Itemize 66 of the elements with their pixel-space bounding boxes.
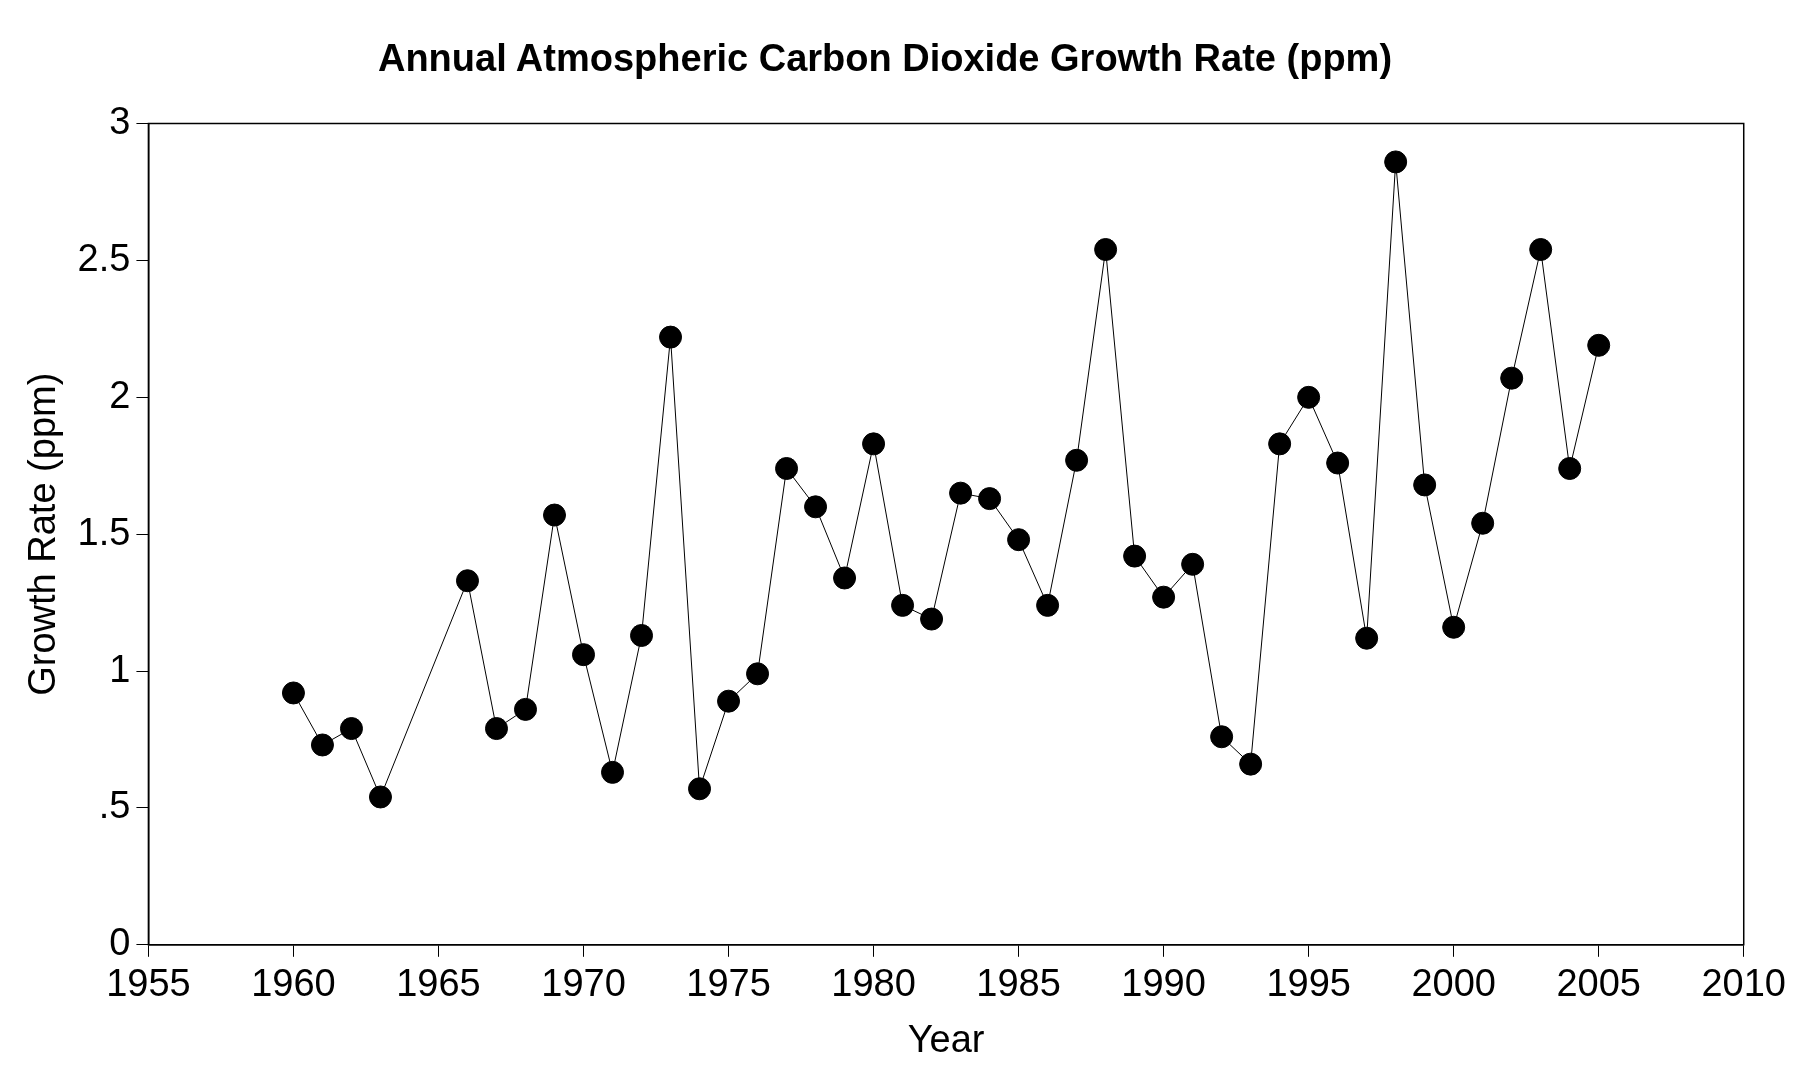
x-tick-label: 1975: [686, 962, 771, 1005]
x-tick-label: 2005: [1556, 962, 1641, 1005]
point: [514, 697, 537, 721]
point: [455, 569, 479, 593]
point: [1181, 552, 1205, 576]
x-axis-title: Year: [907, 1017, 985, 1060]
x-tick-label: 1980: [831, 962, 916, 1005]
point: [978, 487, 1002, 511]
point: [688, 777, 712, 801]
y-tick-label: .5: [98, 784, 131, 827]
point: [717, 689, 741, 713]
y-tick-label: 0: [109, 921, 131, 964]
x-tick-label: 2000: [1411, 962, 1496, 1005]
point: [572, 643, 596, 667]
point: [1500, 366, 1524, 390]
point: [1297, 385, 1321, 409]
y-tick-label: 3: [109, 100, 131, 143]
point: [1152, 585, 1176, 609]
point: [1210, 725, 1234, 749]
point: [339, 717, 363, 741]
point: [862, 432, 886, 456]
y-tick-label: 2: [109, 373, 131, 416]
x-tick-label: 1965: [396, 962, 481, 1005]
point: [1384, 150, 1408, 174]
point: [543, 503, 566, 527]
point: [310, 733, 334, 757]
point: [1239, 752, 1263, 776]
point: [484, 717, 508, 741]
point: [833, 566, 857, 590]
point: [1413, 473, 1437, 497]
point: [630, 623, 654, 647]
y-tick-label: 1: [109, 647, 131, 690]
point: [1529, 238, 1553, 262]
point: [1268, 432, 1292, 456]
point: [1065, 448, 1089, 472]
y-axis-title: Growth Rate (ppm): [21, 372, 64, 696]
x-tick-label: 1955: [106, 962, 191, 1005]
point: [1007, 528, 1031, 552]
point: [1123, 544, 1147, 568]
x-tick-label: 1970: [541, 962, 626, 1005]
x-tick-label: 1995: [1266, 962, 1351, 1005]
point: [891, 593, 915, 617]
x-tick-label: 1985: [976, 962, 1061, 1005]
point: [368, 785, 392, 809]
y-tick-label: 1.5: [77, 510, 131, 553]
y-tick-label: 2.5: [77, 236, 131, 279]
point: [1558, 457, 1582, 480]
x-tick-label: 1960: [251, 962, 336, 1005]
point: [1587, 333, 1611, 357]
point: [949, 481, 973, 505]
point: [1442, 615, 1466, 639]
x-tick-label: 1990: [1121, 962, 1206, 1005]
point: [659, 325, 683, 349]
point: [281, 681, 305, 705]
chart-title: Annual Atmospheric Carbon Dioxide Growth Rate (ppm): [377, 37, 1393, 80]
point: [1036, 593, 1060, 617]
point: [1094, 238, 1118, 262]
point: [1355, 626, 1379, 650]
point: [746, 662, 770, 686]
point: [920, 607, 944, 631]
point: [1326, 451, 1350, 475]
point: [775, 457, 799, 480]
point: [601, 760, 625, 784]
x-tick-label: 2010: [1701, 962, 1787, 1005]
point: [804, 495, 828, 519]
point: [1471, 511, 1495, 535]
